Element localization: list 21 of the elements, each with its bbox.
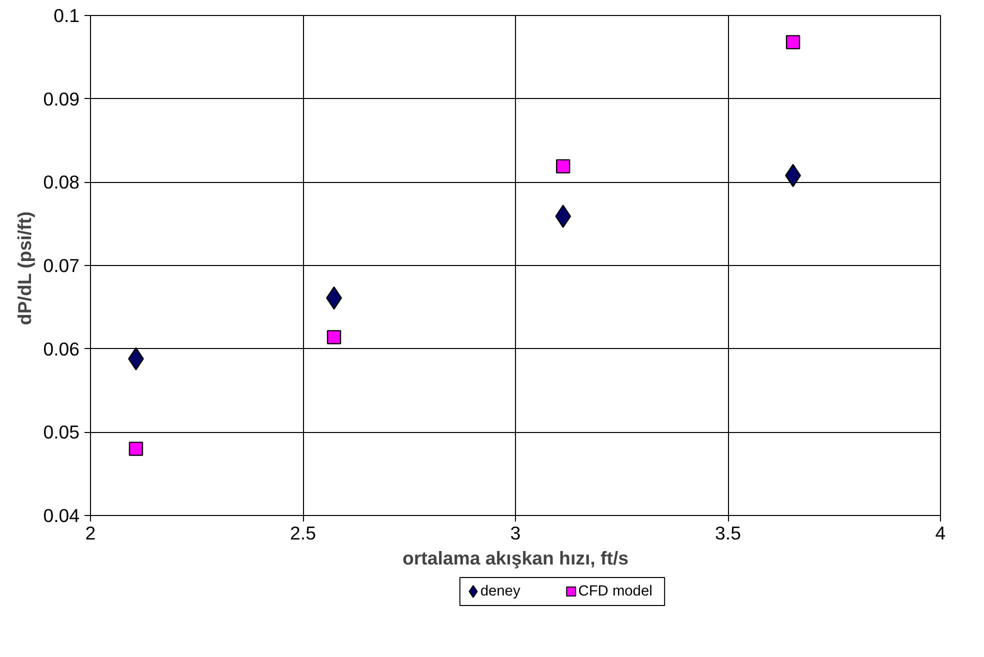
y-tick-label: 0.08 (43, 172, 80, 193)
y-tick-label: 0.04 (43, 505, 80, 526)
point (128, 442, 144, 456)
point (556, 159, 570, 174)
x-tick-label: 2.5 (290, 522, 316, 544)
x-tick-label: 3 (510, 522, 521, 544)
point (786, 35, 800, 50)
y-tick-label: 0.05 (43, 422, 80, 443)
y-tick-label: 0.06 (43, 338, 80, 360)
x-tick-label: 4 (935, 522, 946, 544)
point (326, 330, 342, 344)
x-tick-label: 3.5 (715, 522, 741, 544)
point (555, 204, 572, 228)
y-tick-label: 0.1 (54, 5, 80, 26)
y-tick-label: 0.07 (43, 255, 80, 276)
legend-label: CFD model (578, 584, 652, 600)
x-axis-title: ortalama akışkan hızı, ft/s (402, 548, 629, 568)
y-axis-title: dP/dL (psi/ft) (14, 211, 36, 326)
x-tick-label: 2 (85, 522, 96, 544)
y-tick-label: 0.09 (43, 88, 80, 110)
legend-label: deney (480, 584, 521, 600)
